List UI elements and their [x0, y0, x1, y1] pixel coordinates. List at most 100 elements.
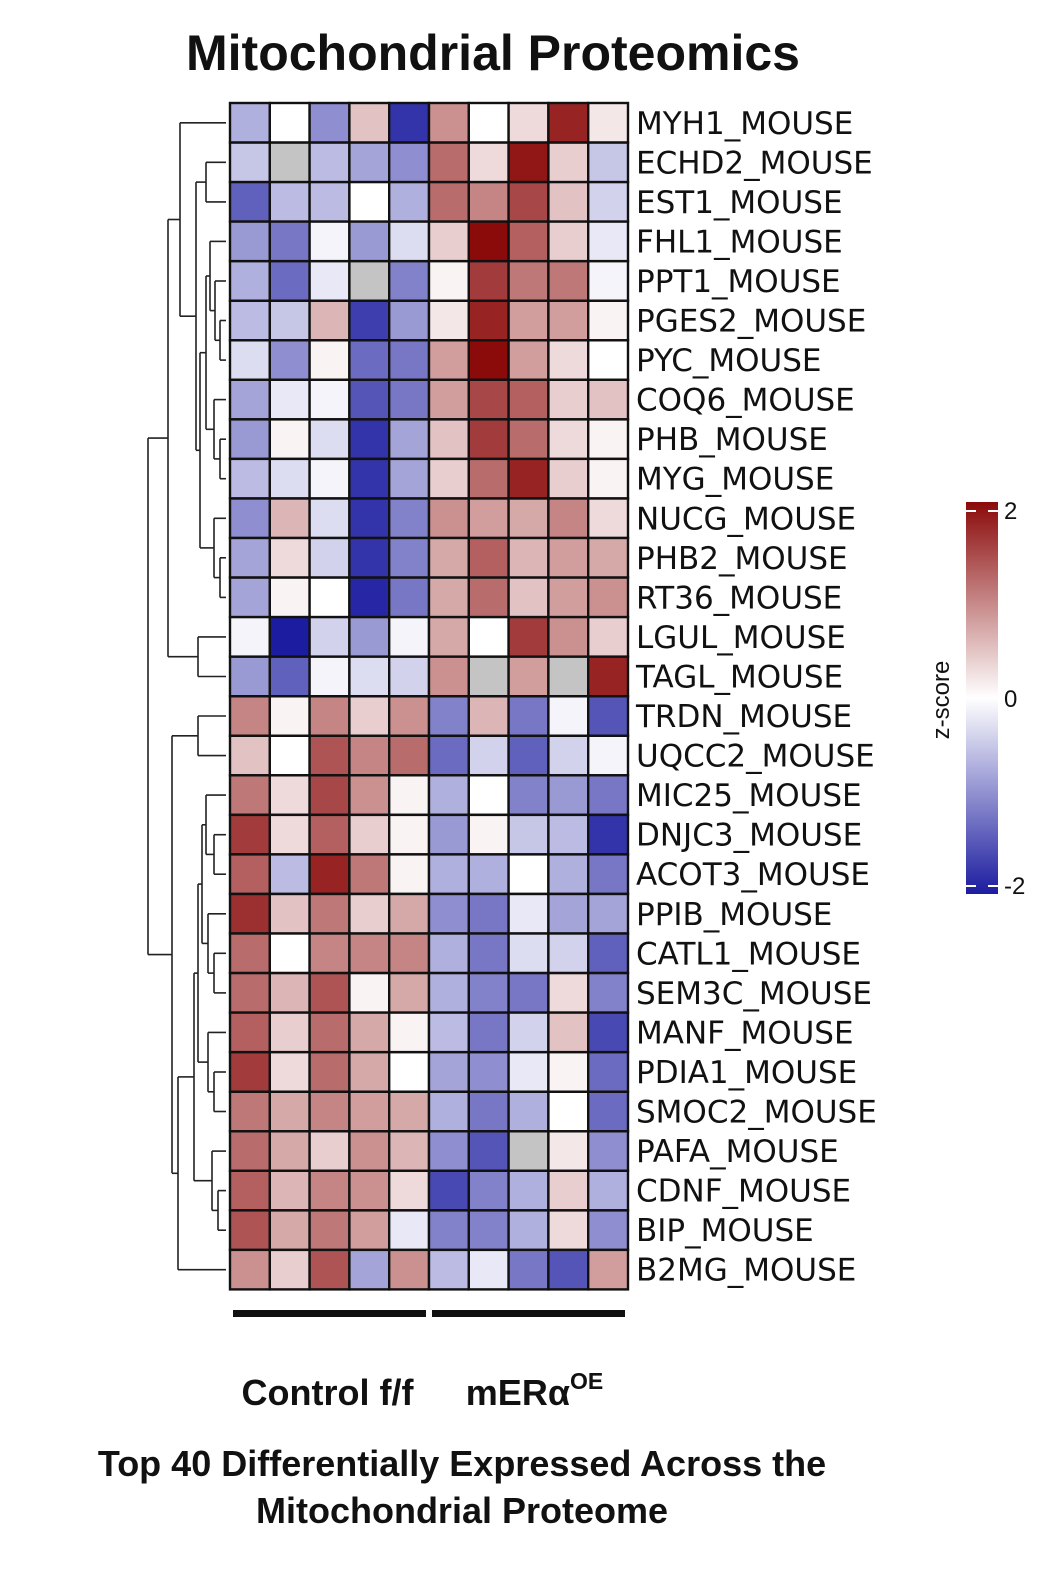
heatmap-cell	[507, 1248, 550, 1291]
heatmap-cell	[547, 141, 590, 184]
heatmap-cell	[228, 932, 271, 975]
heatmap-cell	[587, 774, 630, 816]
heatmap-cell	[547, 813, 590, 856]
heatmap-cell	[388, 378, 431, 421]
heatmap-cell	[388, 576, 431, 619]
heatmap-cell	[547, 1248, 590, 1291]
heatmap-cell	[507, 774, 550, 816]
group-labels: Control f/f mERαOE	[242, 1368, 604, 1413]
group-bars	[233, 1310, 625, 1317]
heatmap-cell	[427, 418, 470, 461]
heatmap-cell	[228, 734, 271, 777]
heatmap-cell	[388, 418, 431, 461]
group-bar	[233, 1310, 426, 1317]
heatmap-cell	[547, 576, 590, 619]
heatmap-cell	[388, 260, 431, 302]
heatmap-cell	[228, 695, 271, 737]
heatmap-cell	[268, 932, 311, 975]
row-label: LGUL_MOUSE	[636, 620, 846, 656]
heatmap-cell	[467, 655, 510, 698]
heatmap-cell	[228, 655, 271, 698]
heatmap-cell	[308, 655, 351, 698]
row-label: CDNF_MOUSE	[636, 1174, 851, 1210]
heatmap-cell	[547, 615, 590, 658]
heatmap-cell	[308, 853, 351, 896]
heatmap-cell	[308, 418, 351, 461]
heatmap-cell	[427, 141, 470, 184]
heatmap-cell	[587, 892, 630, 935]
heatmap-cell	[467, 813, 510, 856]
heatmap-cell	[507, 536, 550, 579]
heatmap-cell	[547, 1090, 590, 1133]
heatmap-cell	[228, 418, 271, 461]
heatmap-cell	[348, 220, 391, 263]
heatmap-cell	[427, 1130, 470, 1173]
heatmap-cell	[388, 615, 431, 658]
heatmap-cell	[547, 1209, 590, 1252]
heatmap-cell	[467, 1050, 510, 1093]
heatmap-cell	[348, 695, 391, 737]
heatmap-cell	[427, 774, 470, 816]
row-label: MIC25_MOUSE	[636, 778, 862, 814]
heatmap-cell	[388, 1130, 431, 1173]
row-label: B2MG_MOUSE	[636, 1253, 856, 1289]
heatmap-cell	[427, 1248, 470, 1291]
heatmap-cell	[268, 1248, 311, 1291]
heatmap-cell	[228, 141, 271, 184]
heatmap-cell	[547, 457, 590, 500]
row-label: PDIA1_MOUSE	[636, 1055, 857, 1091]
heatmap-cell	[388, 813, 431, 856]
heatmap-cell	[228, 971, 271, 1014]
heatmap-cell	[467, 378, 510, 421]
heatmap-cell	[308, 101, 351, 144]
heatmap-cell	[228, 774, 271, 816]
heatmap-cell	[388, 734, 431, 777]
heatmap-cell	[467, 734, 510, 777]
heatmap-cell	[427, 497, 470, 540]
heatmap-cell	[427, 1011, 470, 1054]
heatmap-cell	[427, 734, 470, 777]
heatmap-cell	[427, 220, 470, 263]
heatmap-cell	[348, 457, 391, 500]
heatmap-cell	[228, 536, 271, 579]
row-label: BIP_MOUSE	[636, 1213, 814, 1249]
heatmap-cell	[587, 180, 630, 223]
heatmap-cell	[388, 1209, 431, 1252]
heatmap-cell	[228, 1050, 271, 1093]
heatmap-cell	[308, 1248, 351, 1291]
heatmap-cell	[587, 1011, 630, 1054]
heatmap-cell	[547, 339, 590, 381]
heatmap-cell	[587, 378, 630, 421]
heatmap-cell	[268, 180, 311, 223]
heatmap-cell	[507, 853, 550, 896]
heatmap-cell	[547, 1130, 590, 1173]
heatmap-cell	[547, 892, 590, 935]
heatmap-cell	[507, 615, 550, 658]
heatmap-cell	[348, 1090, 391, 1133]
heatmap-cell	[507, 418, 550, 461]
heatmap-cell	[308, 260, 351, 302]
heatmap-cell	[587, 813, 630, 856]
heatmap-cell	[587, 734, 630, 777]
heatmap-cell	[467, 1090, 510, 1133]
heatmap-cell	[348, 1011, 391, 1054]
heatmap-cell	[348, 339, 391, 381]
heatmap-cell	[507, 497, 550, 540]
group-label-text: mERα	[466, 1372, 570, 1413]
heatmap-cell	[228, 813, 271, 856]
heatmap-cell	[427, 339, 470, 381]
heatmap-cell	[308, 1090, 351, 1133]
heatmap-cell	[507, 260, 550, 302]
heatmap-cell	[507, 1169, 550, 1212]
heatmap-cell	[427, 378, 470, 421]
group-label-superscript: OE	[570, 1368, 603, 1394]
heatmap-cell	[228, 220, 271, 263]
heatmap-cell	[388, 853, 431, 896]
heatmap-cell	[228, 853, 271, 896]
heatmap-cells	[228, 101, 630, 1291]
heatmap-cell	[268, 971, 311, 1014]
heatmap-cell	[547, 220, 590, 263]
heatmap-cell	[427, 853, 470, 896]
heatmap-cell	[268, 1011, 311, 1054]
heatmap-cell	[467, 260, 510, 302]
